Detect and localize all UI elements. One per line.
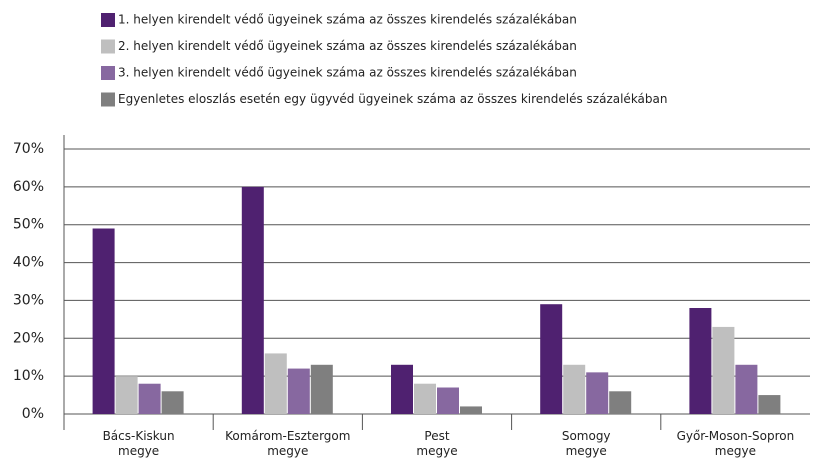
legend-swatch	[101, 13, 115, 27]
bar	[138, 383, 161, 414]
bar	[460, 406, 482, 414]
bar	[437, 387, 459, 414]
bar	[287, 368, 310, 414]
y-tick-label: 10%	[13, 368, 44, 384]
bar	[609, 391, 632, 414]
x-tick-label: Győr-Moson-Sopron megye	[677, 429, 795, 458]
bar	[92, 228, 115, 414]
bar	[241, 186, 264, 414]
x-tick-label: Komárom-Esztergom megye	[225, 429, 350, 458]
y-tick-label: 70%	[13, 141, 44, 157]
bar	[310, 364, 333, 414]
bar	[563, 364, 586, 414]
legend-label: 2. helyen kirendelt védő ügyeinek száma …	[118, 39, 577, 53]
legend-swatch	[101, 39, 115, 54]
bar	[161, 391, 184, 414]
bar	[115, 376, 138, 414]
x-tick-label: Pest megye	[416, 429, 457, 458]
bar	[391, 364, 413, 414]
bar	[712, 326, 735, 414]
y-tick-label: 40%	[13, 255, 44, 271]
bar	[689, 308, 712, 414]
bar	[758, 395, 781, 414]
bar	[264, 353, 287, 414]
bar	[414, 383, 436, 414]
bar	[735, 364, 758, 414]
y-tick-label: 0%	[22, 406, 44, 422]
legend-swatch	[101, 92, 115, 107]
bar	[540, 304, 563, 414]
legend-label: Egyenletes eloszlás esetén egy ügyvéd üg…	[118, 92, 668, 106]
x-tick-label: Somogy megye	[562, 429, 611, 458]
bar	[586, 372, 609, 414]
x-tick-label: Bács-Kiskun megye	[103, 429, 175, 458]
y-tick-label: 20%	[13, 330, 44, 346]
legend-swatch	[101, 66, 115, 80]
legend-label: 1. helyen kirendelt védő ügyeinek száma …	[118, 13, 577, 27]
y-tick-label: 50%	[13, 217, 44, 233]
legend-label: 3. helyen kirendelt védő ügyeinek száma …	[118, 66, 577, 80]
y-tick-label: 60%	[13, 179, 44, 195]
y-tick-label: 30%	[13, 292, 44, 308]
